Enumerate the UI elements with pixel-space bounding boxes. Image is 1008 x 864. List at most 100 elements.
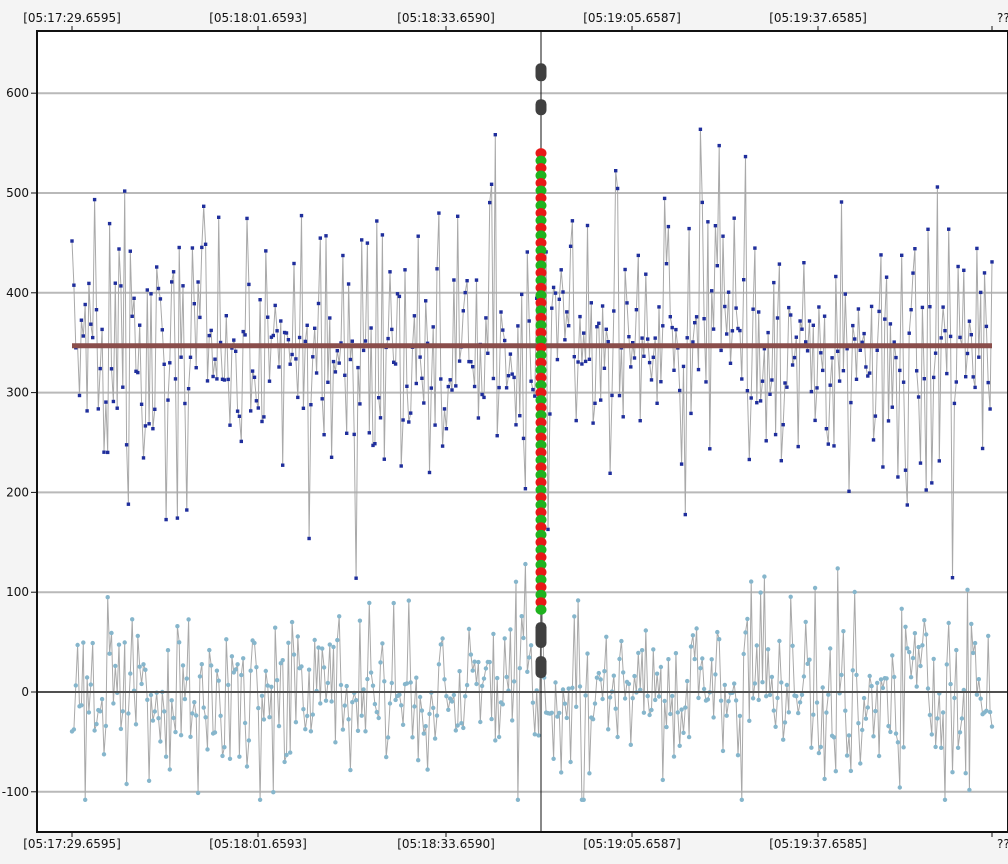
series-2-point — [235, 662, 240, 667]
series-1-point — [604, 327, 608, 331]
series-2-point — [658, 664, 664, 670]
series-1-point — [416, 234, 420, 238]
series-1-point — [439, 377, 443, 381]
series-1-point — [578, 314, 582, 319]
series-2-point — [333, 740, 338, 745]
cursor-marker — [535, 432, 547, 443]
series-1-point — [341, 253, 345, 258]
series-1-point — [725, 332, 729, 336]
series-1-point — [617, 393, 622, 398]
series-1-point — [751, 307, 755, 311]
series-1-point — [328, 316, 332, 320]
series-1-point — [819, 351, 823, 355]
series-1-point — [173, 377, 178, 381]
series-1-point — [886, 419, 891, 423]
series-2-point — [587, 771, 592, 776]
cursor-marker — [535, 230, 547, 241]
series-2-point — [94, 721, 99, 727]
series-1-point — [98, 366, 102, 371]
series-1-point — [662, 196, 667, 201]
series-2-point — [269, 684, 274, 689]
series-2-point — [570, 685, 575, 690]
cursor-cap — [535, 99, 547, 116]
cursor-marker — [535, 335, 547, 346]
series-2-point — [227, 756, 233, 761]
axis-layer: -100 0 100 200 300 400 500 600 [05:17:29.6595] [0… — [2, 11, 1008, 851]
series-2-point — [274, 678, 280, 683]
series-1-point — [920, 305, 925, 310]
series-2-point — [523, 561, 528, 567]
series-1-point — [409, 411, 413, 415]
series-1-point — [563, 338, 567, 342]
series-2-point — [878, 677, 884, 682]
series-2-point — [513, 579, 519, 584]
series-2-point — [99, 696, 105, 702]
series-2-point — [248, 668, 253, 673]
cursor-marker — [535, 312, 547, 323]
series-2-point — [286, 640, 291, 645]
series-2-point — [897, 785, 902, 790]
series-2-point — [976, 677, 981, 682]
series-1-point — [516, 324, 520, 328]
series-2-point — [613, 706, 618, 711]
series-2-point — [805, 661, 810, 666]
series-1-point — [736, 326, 740, 331]
series-2-point — [532, 732, 537, 737]
series-1-point — [124, 443, 129, 447]
series-1-point — [585, 223, 590, 228]
series-1-point — [565, 310, 569, 314]
series-2-point — [436, 662, 442, 667]
y-tick-label: 0 — [21, 685, 29, 699]
series-2-point — [508, 627, 513, 632]
cursor-marker — [535, 260, 547, 271]
series-1-point — [595, 325, 599, 329]
series-2-point — [754, 643, 759, 648]
series-1-point — [937, 459, 941, 463]
cursor-marker — [535, 222, 547, 233]
series-1-point — [634, 308, 639, 312]
series-2-point — [417, 694, 423, 700]
series-2-point — [261, 717, 267, 722]
series-2-point — [321, 665, 327, 670]
series-2-point — [692, 656, 697, 662]
series-1-point — [467, 359, 471, 364]
series-2-point — [717, 637, 722, 642]
series-1-point — [380, 233, 385, 237]
series-2-point — [551, 756, 556, 761]
series-1-point — [975, 246, 979, 251]
series-1-point — [179, 355, 183, 359]
series-2-point — [931, 656, 936, 662]
series-1-point — [437, 211, 441, 215]
series-1-point — [898, 368, 902, 373]
series-2-point — [989, 724, 995, 729]
series-1-point — [126, 502, 131, 506]
series-1-point — [856, 307, 861, 311]
series-2-point — [158, 739, 163, 744]
cursor-marker — [535, 282, 547, 293]
series-1-point — [766, 330, 770, 335]
series-2-point — [182, 696, 188, 702]
series-1-point — [463, 290, 467, 295]
series-1-point — [888, 322, 893, 326]
series-2-point — [432, 736, 438, 741]
cursor-marker — [535, 492, 547, 503]
series-1-point — [160, 328, 164, 332]
series-2-point — [410, 735, 415, 740]
series-2-point — [696, 695, 701, 701]
series-1-point — [770, 378, 774, 382]
series-1-point — [740, 377, 744, 381]
series-1-point — [237, 414, 242, 418]
series-1-point — [245, 216, 249, 221]
series-1-point — [514, 423, 518, 427]
series-2-point — [718, 698, 724, 703]
series-2-point — [662, 698, 667, 704]
series-1-point — [597, 321, 601, 325]
series-1-point — [119, 284, 123, 288]
series-2-point — [890, 653, 895, 658]
series-1-point — [591, 421, 595, 425]
series-1-point — [548, 412, 552, 416]
series-1-point — [841, 369, 846, 373]
plot-area[interactable] — [37, 31, 1008, 832]
series-1-point — [211, 374, 215, 379]
series-1-point — [87, 281, 91, 286]
